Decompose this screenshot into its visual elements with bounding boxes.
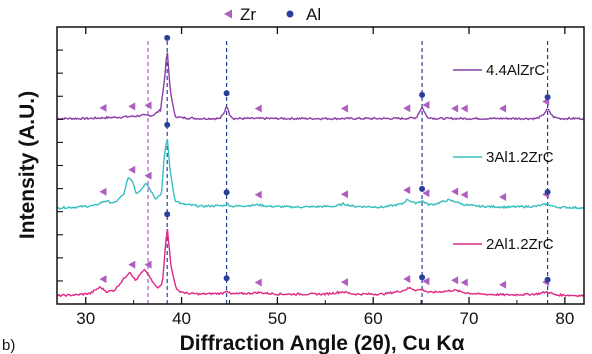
zr-peak-marker xyxy=(403,186,411,195)
zr-peak-marker xyxy=(254,278,262,287)
series-label: 3Al1.2ZrC xyxy=(486,149,554,166)
zr-peak-marker xyxy=(128,102,136,111)
zr-peak-marker xyxy=(128,260,136,269)
zr-peak-marker xyxy=(99,187,107,196)
zr-peak-marker xyxy=(499,280,507,289)
series-line-4.4AlZrC xyxy=(56,52,585,121)
al-peak-marker xyxy=(544,94,551,101)
zr-peak-marker xyxy=(254,104,262,113)
zr-peak-marker xyxy=(422,277,430,286)
zr-peak-marker xyxy=(340,190,348,199)
x-axis-title: Diffraction Angle (2θ), Cu Kα xyxy=(180,332,465,354)
zr-peak-marker xyxy=(422,189,430,198)
zr-peak-marker xyxy=(460,278,468,287)
al-peak-marker xyxy=(164,34,171,41)
zr-peak-marker xyxy=(99,103,107,112)
al-peak-marker xyxy=(419,91,426,98)
legend-al-marker xyxy=(286,10,294,18)
zr-peak-marker xyxy=(460,104,468,113)
series-lines xyxy=(56,52,585,298)
x-tick-label: 30 xyxy=(76,309,95,328)
legend: Zr Al xyxy=(224,5,321,24)
al-peak-marker xyxy=(419,274,426,281)
al-peak-marker xyxy=(164,121,171,128)
x-tick-label: 80 xyxy=(555,309,574,328)
zr-peak-marker xyxy=(422,100,430,109)
zr-peak-marker xyxy=(340,104,348,113)
series-labels: 4.4AlZrC 3Al1.2ZrC 2Al1.2ZrC xyxy=(453,62,554,253)
series-label: 4.4AlZrC xyxy=(486,62,545,79)
al-peak-marker xyxy=(544,276,551,283)
zr-peak-marker xyxy=(254,190,262,199)
reference-lines xyxy=(147,41,549,304)
zr-peak-marker xyxy=(99,275,107,284)
legend-al-label: Al xyxy=(306,5,321,24)
y-axis-title: Intensity (A.U.) xyxy=(16,91,39,239)
x-tick-label: 70 xyxy=(460,309,479,328)
zr-peak-marker xyxy=(144,260,152,269)
legend-zr-marker xyxy=(224,9,232,19)
x-tick-label: 40 xyxy=(172,309,191,328)
zr-peak-marker xyxy=(451,276,459,285)
panel-label: b) xyxy=(2,337,15,354)
x-tick-label: 60 xyxy=(364,309,383,328)
x-tick-label: 50 xyxy=(268,309,287,328)
zr-peak-marker xyxy=(144,101,152,110)
legend-zr-label: Zr xyxy=(240,5,256,24)
al-peak-marker xyxy=(223,90,230,97)
series-line-2Al1.2ZrC xyxy=(56,228,585,298)
axis-ticks: 30 40 50 60 70 80 xyxy=(57,27,574,328)
al-peak-marker xyxy=(419,185,426,192)
zr-peak-marker xyxy=(340,278,348,287)
zr-peak-marker xyxy=(403,104,411,113)
zr-peak-marker xyxy=(144,171,152,180)
zr-peak-marker xyxy=(403,275,411,284)
al-peak-marker xyxy=(164,211,171,218)
zr-peak-marker xyxy=(460,190,468,199)
zr-peak-marker xyxy=(499,192,507,201)
zr-peak-marker xyxy=(451,187,459,196)
zr-peak-marker xyxy=(499,104,507,113)
series-line-3Al1.2ZrC xyxy=(56,138,585,210)
zr-peak-marker xyxy=(128,165,136,174)
peak-markers xyxy=(99,34,551,289)
al-peak-marker xyxy=(223,189,230,196)
al-peak-marker xyxy=(223,275,230,282)
al-peak-marker xyxy=(544,188,551,195)
zr-peak-marker xyxy=(451,104,459,113)
series-label: 2Al1.2ZrC xyxy=(486,236,554,253)
